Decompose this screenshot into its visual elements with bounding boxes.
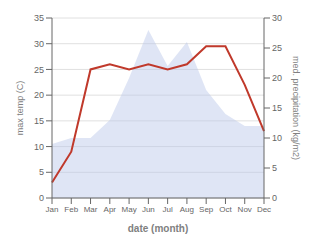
svg-text:Mar: Mar (84, 205, 98, 214)
svg-text:5: 5 (272, 163, 277, 173)
svg-text:15: 15 (272, 103, 282, 113)
svg-text:20: 20 (34, 90, 44, 100)
svg-text:date (month): date (month) (128, 223, 189, 234)
svg-text:May: May (122, 205, 137, 214)
svg-text:max temp (C): max temp (C) (15, 81, 25, 136)
svg-text:5: 5 (39, 167, 44, 177)
svg-text:25: 25 (272, 43, 282, 53)
svg-text:20: 20 (272, 73, 282, 83)
svg-text:30: 30 (34, 39, 44, 49)
svg-text:10: 10 (272, 133, 282, 143)
svg-text:Aug: Aug (180, 205, 194, 214)
svg-text:Jan: Jan (46, 205, 59, 214)
svg-text:25: 25 (34, 65, 44, 75)
svg-text:Dec: Dec (257, 205, 271, 214)
svg-text:Sep: Sep (199, 205, 214, 214)
svg-text:Jun: Jun (142, 205, 155, 214)
svg-text:Nov: Nov (238, 205, 252, 214)
svg-text:Feb: Feb (64, 205, 78, 214)
svg-text:35: 35 (34, 13, 44, 23)
svg-text:0: 0 (272, 193, 277, 203)
svg-text:15: 15 (34, 116, 44, 126)
svg-text:Jul: Jul (163, 205, 173, 214)
svg-text:Apr: Apr (104, 205, 117, 214)
svg-text:med. precipitation (kg/m2): med. precipitation (kg/m2) (291, 56, 301, 160)
svg-text:0: 0 (39, 193, 44, 203)
svg-text:30: 30 (272, 13, 282, 23)
svg-text:10: 10 (34, 142, 44, 152)
svg-text:Oct: Oct (219, 205, 232, 214)
